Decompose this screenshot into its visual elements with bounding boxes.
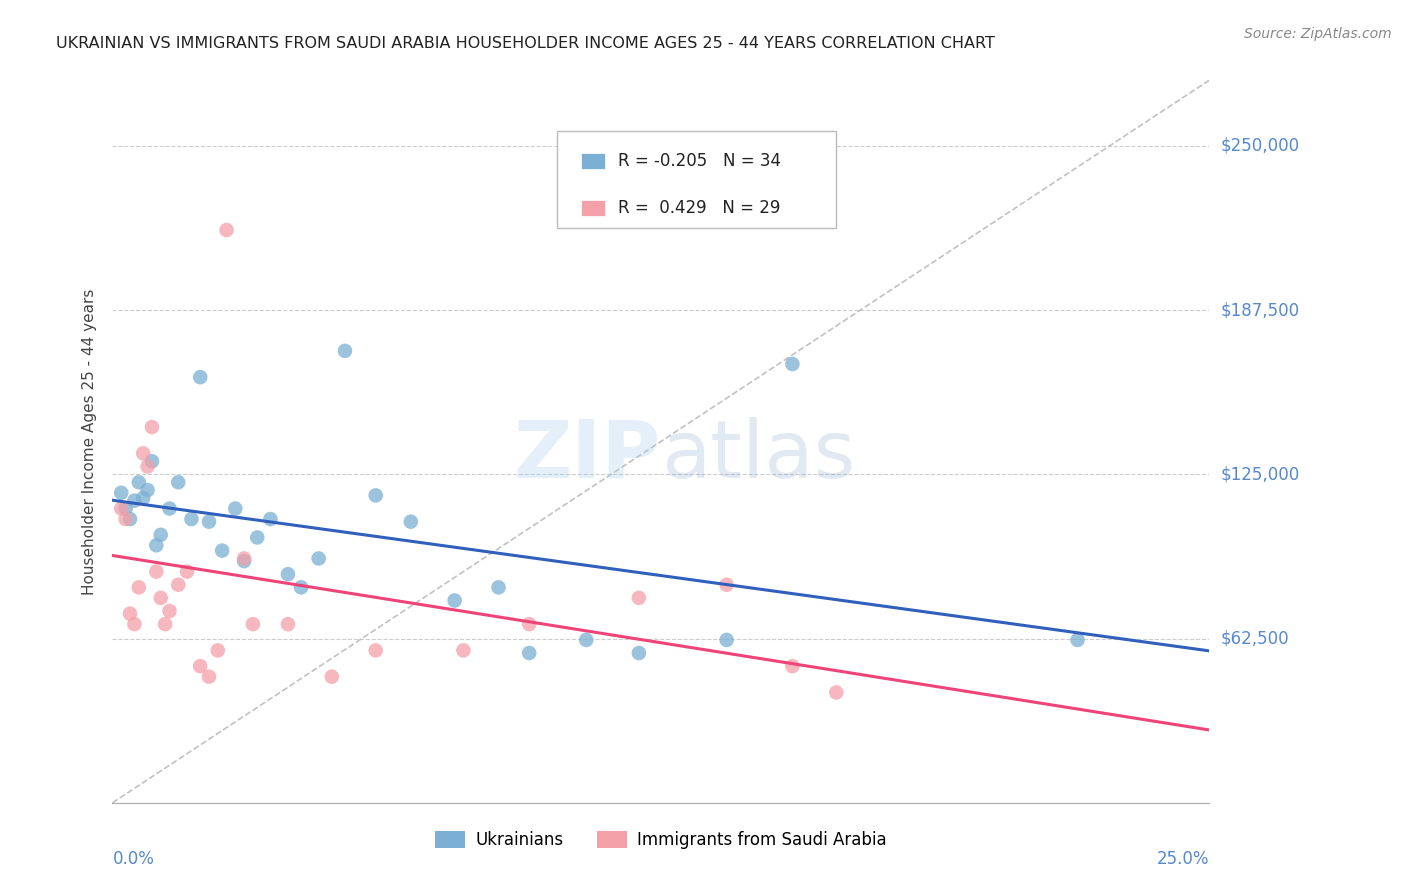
Point: [453, 643, 475, 657]
Point: [825, 685, 848, 699]
FancyBboxPatch shape: [581, 200, 605, 216]
FancyBboxPatch shape: [581, 153, 605, 169]
Point: [141, 420, 163, 434]
Point: [114, 512, 136, 526]
Point: [110, 485, 132, 500]
Point: [132, 491, 155, 505]
Point: [399, 515, 422, 529]
Text: $62,500: $62,500: [1220, 630, 1289, 648]
Point: [114, 501, 136, 516]
Point: [782, 659, 804, 673]
Point: [149, 528, 172, 542]
Text: $125,000: $125,000: [1220, 466, 1299, 483]
Point: [136, 459, 159, 474]
Point: [124, 617, 146, 632]
Point: [517, 646, 540, 660]
Text: R =  0.429   N = 29: R = 0.429 N = 29: [619, 199, 780, 217]
Point: [167, 475, 190, 490]
Point: [277, 567, 299, 582]
Point: [136, 483, 159, 497]
Point: [364, 643, 387, 657]
Point: [277, 617, 299, 632]
Point: [246, 531, 269, 545]
Text: 0.0%: 0.0%: [112, 850, 155, 868]
Point: [141, 454, 163, 468]
Point: [132, 446, 155, 460]
Point: [517, 617, 540, 632]
Point: [290, 580, 312, 594]
Point: [145, 538, 167, 552]
Point: [716, 632, 738, 647]
Point: [333, 343, 356, 358]
Point: [118, 512, 141, 526]
Point: [488, 580, 510, 594]
Point: [198, 515, 221, 529]
Point: [124, 493, 146, 508]
Point: [188, 659, 211, 673]
Point: [188, 370, 211, 384]
Point: [364, 488, 387, 502]
Text: 25.0%: 25.0%: [1157, 850, 1209, 868]
Point: [321, 670, 343, 684]
Point: [716, 578, 738, 592]
Point: [128, 580, 150, 594]
Legend: Ukrainians, Immigrants from Saudi Arabia: Ukrainians, Immigrants from Saudi Arabia: [429, 824, 893, 856]
Text: $187,500: $187,500: [1220, 301, 1299, 319]
Y-axis label: Householder Income Ages 25 - 44 years: Householder Income Ages 25 - 44 years: [82, 288, 97, 595]
Text: Source: ZipAtlas.com: Source: ZipAtlas.com: [1244, 27, 1392, 41]
Point: [176, 565, 198, 579]
Point: [308, 551, 330, 566]
Text: atlas: atlas: [661, 417, 855, 495]
Text: $250,000: $250,000: [1220, 137, 1299, 155]
Point: [149, 591, 172, 605]
Point: [233, 554, 256, 568]
Point: [167, 578, 190, 592]
Text: R = -0.205   N = 34: R = -0.205 N = 34: [619, 153, 782, 170]
Point: [627, 591, 650, 605]
Text: ZIP: ZIP: [513, 417, 661, 495]
Point: [110, 501, 132, 516]
FancyBboxPatch shape: [557, 131, 837, 228]
Point: [627, 646, 650, 660]
Point: [242, 617, 264, 632]
Point: [782, 357, 804, 371]
Point: [145, 565, 167, 579]
Point: [207, 643, 229, 657]
Point: [153, 617, 176, 632]
Point: [198, 670, 221, 684]
Point: [159, 501, 181, 516]
Point: [118, 607, 141, 621]
Point: [159, 604, 181, 618]
Point: [211, 543, 233, 558]
Point: [259, 512, 281, 526]
Point: [128, 475, 150, 490]
Point: [215, 223, 238, 237]
Point: [180, 512, 202, 526]
Point: [224, 501, 246, 516]
Point: [575, 632, 598, 647]
Point: [233, 551, 256, 566]
Point: [443, 593, 465, 607]
Point: [1066, 632, 1088, 647]
Text: UKRAINIAN VS IMMIGRANTS FROM SAUDI ARABIA HOUSEHOLDER INCOME AGES 25 - 44 YEARS : UKRAINIAN VS IMMIGRANTS FROM SAUDI ARABI…: [56, 36, 995, 51]
